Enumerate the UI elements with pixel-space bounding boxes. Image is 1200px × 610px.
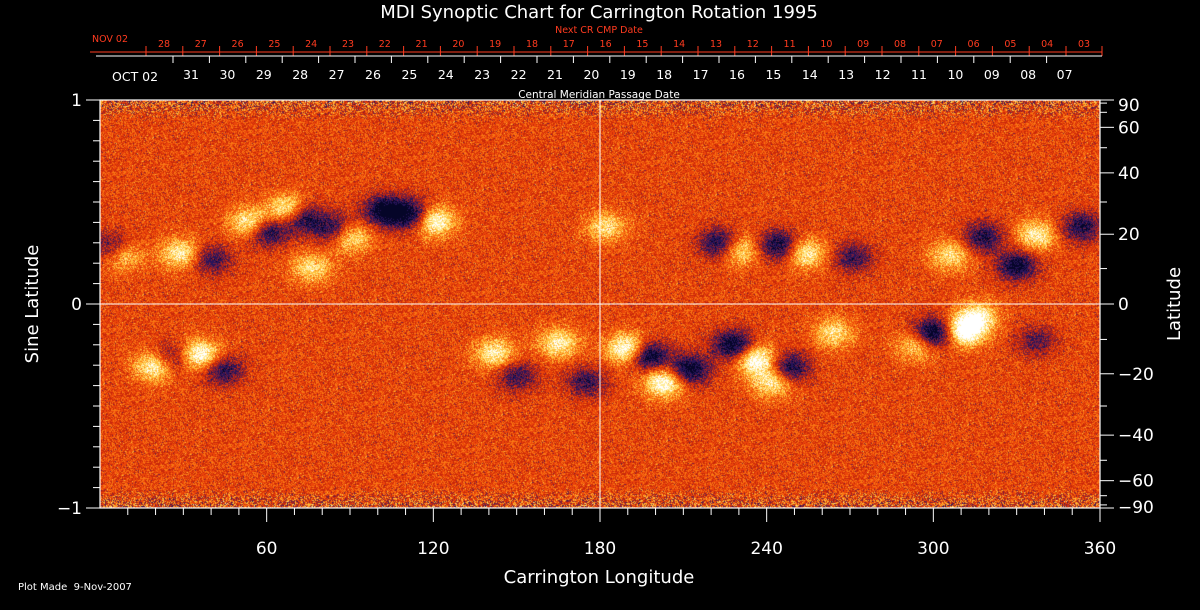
next-cr-day-label: 22 — [379, 39, 391, 50]
y-right-tick-label: 40 — [1118, 164, 1140, 184]
next-cr-start-label: NOV 02 — [92, 34, 128, 45]
cmp-day-label: 15 — [765, 67, 781, 82]
cmp-day-label: 18 — [656, 67, 672, 82]
next-cr-day-label: 19 — [489, 39, 501, 50]
x-tick-label: 60 — [256, 539, 278, 559]
next-cr-day-label: 14 — [673, 39, 685, 50]
x-tick-label: 180 — [584, 539, 616, 559]
cmp-axis-title: Central Meridian Passage Date — [518, 89, 680, 101]
y-right-tick-label: 20 — [1118, 225, 1140, 245]
cmp-day-label: 31 — [183, 67, 199, 82]
next-cr-day-label: 15 — [636, 39, 648, 50]
y-right-tick-label: −40 — [1118, 426, 1154, 446]
x-tick-label: 120 — [417, 539, 449, 559]
cmp-day-label: 22 — [511, 67, 527, 82]
next-cr-axis-title: Next CR CMP Date — [555, 25, 643, 36]
x-axis: 60 120 180 240 300 360 — [127, 508, 1116, 559]
cmp-day-label: 11 — [911, 67, 927, 82]
cmp-day-label: 28 — [292, 67, 308, 82]
y-right-tick-label: 0 — [1118, 295, 1129, 315]
next-cr-day-label: 16 — [600, 39, 612, 50]
x-tick-label: 300 — [917, 539, 949, 559]
next-cr-day-label: 08 — [894, 39, 906, 50]
plot-made-note: Plot Made 9-Nov-2007 — [18, 582, 132, 593]
cmp-day-label: 23 — [474, 67, 490, 82]
next-cr-day-label: 04 — [1041, 39, 1053, 50]
y-left-tick-label: 0 — [71, 295, 82, 315]
next-cr-day-label: 20 — [452, 39, 464, 50]
y-right-tick-label: −90 — [1118, 498, 1154, 518]
y-right-tick-label: −60 — [1118, 472, 1154, 492]
next-cr-day-label: 13 — [710, 39, 722, 50]
next-cr-day-label: 17 — [563, 39, 575, 50]
y-right-tick-label: −20 — [1118, 365, 1154, 385]
cmp-day-label: 20 — [583, 67, 599, 82]
next-cr-day-label: 11 — [784, 39, 796, 50]
cmp-day-label: 19 — [620, 67, 636, 82]
next-cr-day-label: 28 — [158, 39, 170, 50]
cmp-start-label: OCT 02 — [112, 69, 158, 84]
cmp-day-label: 26 — [365, 67, 381, 82]
cmp-day-label: 24 — [438, 67, 454, 82]
cmp-day-label: 14 — [802, 67, 818, 82]
cmp-day-label: 17 — [693, 67, 709, 82]
next-cr-day-label: 27 — [195, 39, 207, 50]
next-cr-day-label: 18 — [526, 39, 538, 50]
chart-title: MDI Synoptic Chart for Carrington Rotati… — [380, 2, 818, 23]
next-cr-day-label: 06 — [968, 39, 980, 50]
next-cr-day-label: 26 — [232, 39, 244, 50]
next-cr-day-label: 07 — [931, 39, 943, 50]
cmp-day-label: 07 — [1057, 67, 1073, 82]
y-axis-left: 1 0 −1 — [57, 91, 100, 519]
x-tick-label: 360 — [1084, 539, 1116, 559]
y-axis-left-label: Sine Latitude — [22, 245, 43, 364]
cmp-day-label: 08 — [1020, 67, 1036, 82]
cmp-day-label: 10 — [947, 67, 963, 82]
next-cr-day-label: 10 — [820, 39, 832, 50]
y-right-tick-label: 90 — [1118, 96, 1140, 116]
plot-frame — [99, 99, 1101, 509]
cmp-day-label: 30 — [219, 67, 235, 82]
cmp-day-label: 21 — [547, 67, 563, 82]
cmp-day-label: 09 — [984, 67, 1000, 82]
cmp-day-label: 13 — [838, 67, 854, 82]
cmp-day-label: 16 — [729, 67, 745, 82]
next-cr-day-label: 09 — [857, 39, 869, 50]
cmp-day-label: 29 — [256, 67, 272, 82]
next-cr-day-label: 25 — [268, 39, 280, 50]
x-tick-label: 240 — [750, 539, 782, 559]
cmp-day-label: 25 — [401, 67, 417, 82]
next-cr-day-label: 03 — [1078, 39, 1090, 50]
y-left-tick-label: −1 — [57, 499, 82, 519]
cmp-day-label: 27 — [329, 67, 345, 82]
cmp-day-label: 12 — [875, 67, 891, 82]
x-axis-label: Carrington Longitude — [504, 567, 695, 588]
y-right-tick-label: 60 — [1118, 118, 1140, 138]
next-cr-day-label: 05 — [1004, 39, 1016, 50]
y-axis-right-label: Latitude — [1164, 267, 1185, 341]
y-left-tick-label: 1 — [71, 91, 82, 111]
date-axes: NOV 02 Next CR CMP Date 28 27 26 25 24 23 22 21 20… — [90, 25, 1103, 101]
next-cr-day-label: 24 — [305, 39, 317, 50]
next-cr-day-label: 12 — [747, 39, 759, 50]
next-cr-day-label: 23 — [342, 39, 354, 50]
next-cr-day-label: 21 — [416, 39, 428, 50]
